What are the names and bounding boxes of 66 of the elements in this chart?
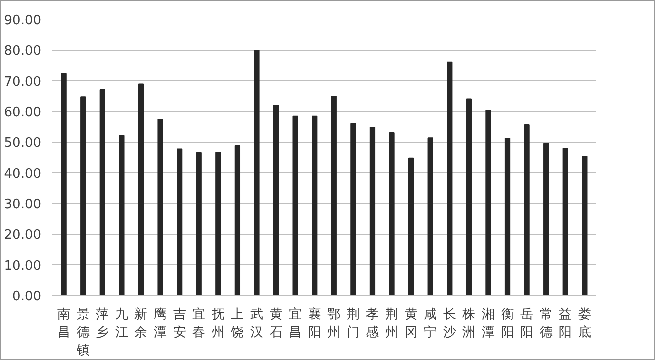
- x-tick-label: 宜昌: [289, 306, 302, 340]
- bar: [504, 138, 511, 296]
- bar: [80, 96, 86, 296]
- bar: [196, 152, 202, 296]
- x-tick-label: 景德镇: [76, 308, 90, 358]
- x-tick-label: 长沙: [443, 308, 456, 340]
- x-tick-label: 吉安: [173, 308, 186, 340]
- bar: [524, 124, 530, 296]
- bar: [138, 84, 144, 296]
- bar: [428, 138, 434, 296]
- x-tick-label: 萍乡: [96, 308, 110, 340]
- bar: [216, 152, 222, 296]
- bar: [486, 110, 492, 296]
- bar: [466, 98, 472, 296]
- x-tick-label: 武汉: [250, 308, 264, 340]
- x-tick-label: 黄石: [270, 308, 283, 340]
- bar: [177, 148, 183, 296]
- y-tick-label: 40.00: [4, 166, 42, 182]
- x-tick-label: 南昌: [58, 308, 71, 340]
- bar: [370, 126, 376, 296]
- x-tick-label: 荆门: [346, 308, 360, 340]
- x-tick-label: 上饶: [230, 308, 244, 340]
- x-tick-label: 孝感: [366, 308, 380, 340]
- bar: [408, 158, 414, 296]
- y-tick-label: 10.00: [4, 258, 42, 274]
- bar: [119, 135, 125, 296]
- x-tick-label: 娄底: [578, 308, 592, 340]
- x-tick-label: 益阳: [559, 308, 572, 340]
- y-tick-label: 20.00: [4, 228, 42, 244]
- bar: [350, 123, 356, 296]
- x-tick-label: 湘潭: [482, 308, 495, 340]
- y-tick-label: 50.00: [4, 136, 42, 152]
- bar: [312, 116, 318, 296]
- bar: [544, 143, 550, 296]
- bar: [234, 145, 241, 296]
- x-tick-label: 九江: [115, 308, 128, 340]
- y-tick-label: 30.00: [4, 198, 42, 212]
- x-tick-label: 荆州: [386, 308, 399, 340]
- bar: [158, 118, 164, 296]
- x-tick-label: 鹰潭: [154, 308, 168, 340]
- bar: [273, 105, 280, 296]
- bar: [562, 148, 568, 296]
- bar: [582, 156, 588, 296]
- bar: [61, 73, 67, 296]
- y-tick-label: 90.00: [4, 14, 42, 28]
- x-tick-label: 常德: [540, 308, 553, 340]
- y-tick-label: 0.00: [12, 290, 42, 304]
- bar: [292, 116, 298, 296]
- x-tick-label: 鄂州: [328, 308, 341, 340]
- x-tick-label: 咸宁: [424, 308, 438, 340]
- y-tick-label: 60.00: [4, 106, 42, 120]
- y-tick-label: 70.00: [4, 74, 42, 90]
- bar: [254, 50, 260, 296]
- bar: [389, 132, 395, 296]
- bar: [331, 96, 337, 296]
- bar: [447, 62, 453, 296]
- x-tick-label: 新余: [134, 308, 148, 340]
- x-tick-label: 抚州: [210, 308, 225, 340]
- x-tick-label: 黄冈: [404, 308, 418, 340]
- x-tick-label: 株洲: [462, 308, 476, 340]
- x-tick-label: 岳阳: [520, 308, 534, 340]
- x-tick-label: 宜春: [192, 306, 206, 340]
- x-tick-label: 襄阳: [308, 306, 322, 340]
- y-tick-label: 80.00: [4, 44, 42, 60]
- x-tick-label: 衡阳: [501, 308, 514, 340]
- bar: [100, 90, 106, 296]
